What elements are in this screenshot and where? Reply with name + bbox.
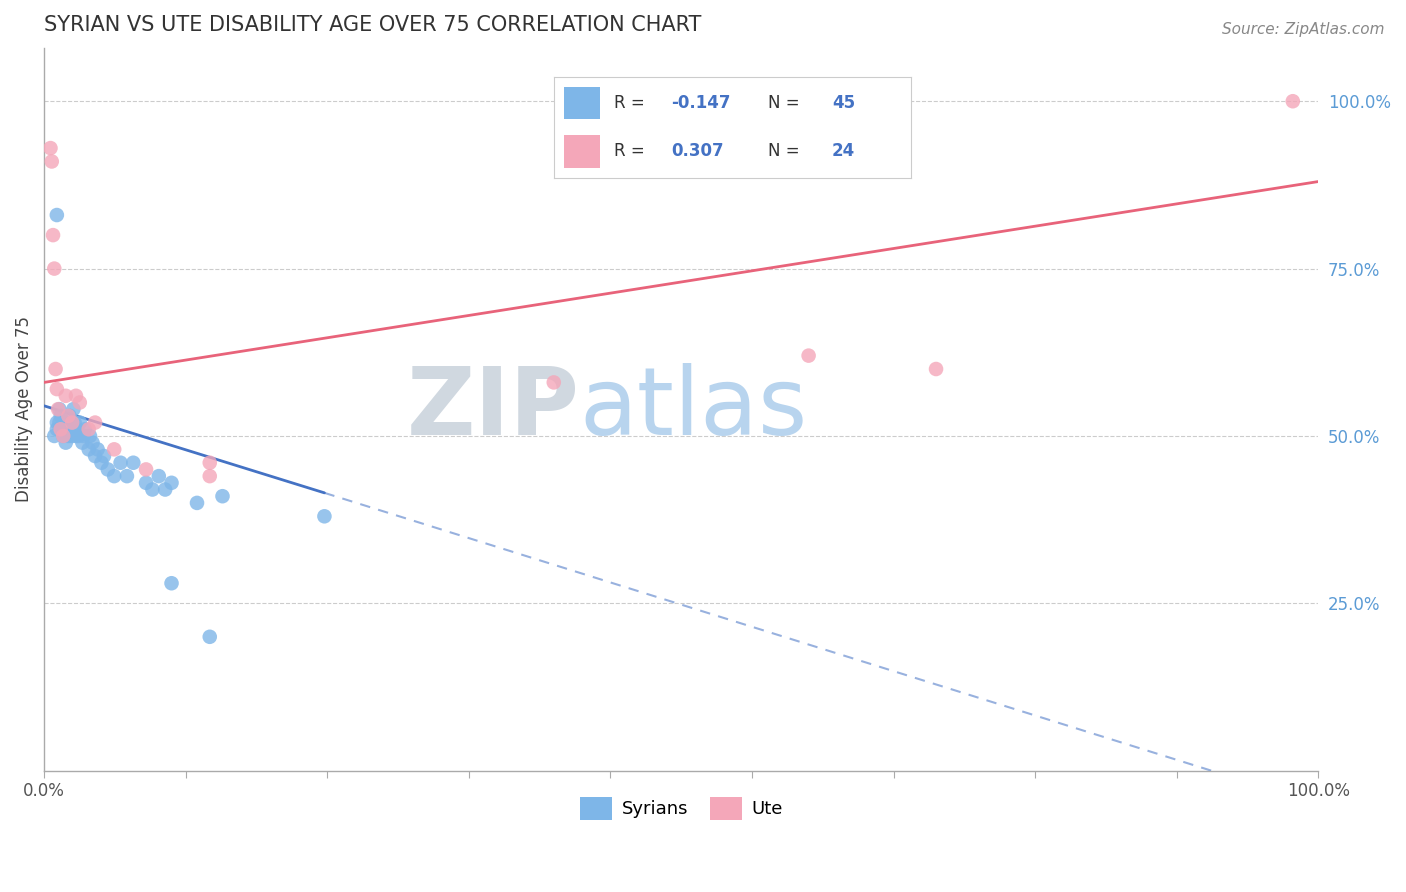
Point: [135, 462, 157, 476]
Point: [55, 435, 77, 450]
Point: [49, 422, 72, 436]
Point: [79, 429, 101, 443]
Point: [65, 389, 87, 403]
Point: [48, 416, 70, 430]
Point: [55, 389, 77, 403]
Point: [77, 422, 100, 436]
Point: [45, 416, 67, 430]
Point: [45, 362, 67, 376]
Point: [148, 469, 170, 483]
Point: [72, 429, 94, 443]
Point: [49, 409, 72, 423]
Text: ZIP: ZIP: [406, 363, 579, 455]
Point: [63, 416, 86, 430]
Point: [84, 416, 107, 430]
Point: [160, 475, 183, 490]
Point: [925, 362, 948, 376]
Point: [198, 469, 221, 483]
Point: [86, 442, 108, 457]
Point: [58, 422, 80, 436]
Point: [97, 462, 120, 476]
Point: [211, 489, 233, 503]
Point: [44, 429, 66, 443]
Point: [103, 442, 125, 457]
Legend: Syrians, Ute: Syrians, Ute: [572, 790, 790, 827]
Point: [141, 483, 163, 497]
Point: [51, 422, 73, 436]
Point: [65, 429, 87, 443]
Point: [56, 422, 79, 436]
Point: [160, 576, 183, 591]
Point: [66, 422, 89, 436]
Point: [52, 429, 75, 443]
Point: [52, 429, 75, 443]
Point: [186, 496, 208, 510]
Point: [797, 349, 820, 363]
Point: [198, 630, 221, 644]
Point: [198, 456, 221, 470]
Point: [77, 442, 100, 457]
Point: [69, 416, 91, 430]
Point: [44, 261, 66, 276]
Point: [122, 456, 145, 470]
Text: atlas: atlas: [579, 363, 807, 455]
Point: [73, 422, 96, 436]
Text: SYRIAN VS UTE DISABILITY AGE OVER 75 CORRELATION CHART: SYRIAN VS UTE DISABILITY AGE OVER 75 COR…: [44, 15, 702, 35]
Point: [103, 469, 125, 483]
Point: [58, 429, 80, 443]
Point: [42, 228, 65, 243]
Point: [1281, 94, 1303, 108]
Point: [314, 509, 336, 524]
Point: [110, 456, 132, 470]
Point: [90, 456, 112, 470]
Point: [45, 422, 67, 436]
Point: [62, 402, 84, 417]
Point: [153, 483, 176, 497]
Point: [82, 435, 104, 450]
Point: [39, 141, 62, 155]
Point: [60, 429, 83, 443]
Point: [543, 376, 565, 390]
Point: [58, 409, 80, 423]
Point: [72, 435, 94, 450]
Point: [59, 416, 82, 430]
Point: [135, 475, 157, 490]
Point: [46, 402, 69, 417]
Point: [48, 402, 70, 417]
Point: [41, 154, 63, 169]
Y-axis label: Disability Age Over 75: Disability Age Over 75: [15, 316, 32, 502]
Point: [45, 208, 67, 222]
Text: Source: ZipAtlas.com: Source: ZipAtlas.com: [1222, 22, 1385, 37]
Point: [115, 469, 138, 483]
Point: [53, 416, 76, 430]
Point: [69, 395, 91, 409]
Point: [84, 449, 107, 463]
Point: [67, 429, 90, 443]
Point: [60, 416, 83, 430]
Point: [45, 382, 67, 396]
Point: [93, 449, 115, 463]
Point: [58, 409, 80, 423]
